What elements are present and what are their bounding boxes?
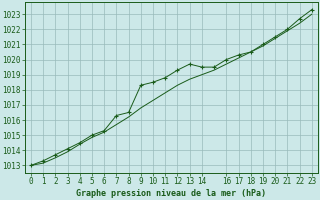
X-axis label: Graphe pression niveau de la mer (hPa): Graphe pression niveau de la mer (hPa) bbox=[76, 189, 266, 198]
